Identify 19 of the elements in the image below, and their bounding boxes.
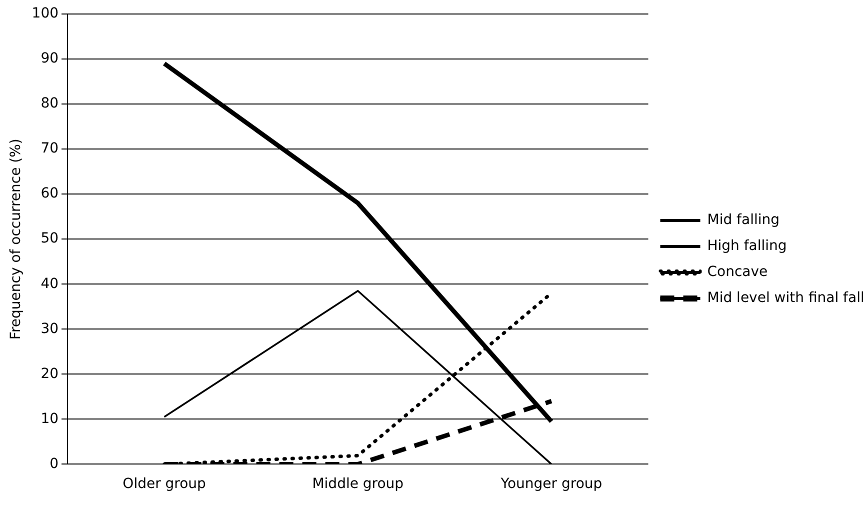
- y-tick-label: 40: [40, 276, 59, 292]
- y-axis-title: Frequency of occurrence (%): [8, 138, 24, 340]
- x-tick-label: Middle group: [312, 476, 404, 492]
- legend-label: High falling: [707, 238, 787, 254]
- y-tick-label: 50: [40, 230, 59, 247]
- y-tick-label: 0: [50, 456, 59, 472]
- y-tick-label: 70: [40, 140, 59, 157]
- y-tick-label: 100: [32, 6, 59, 22]
- y-tick-label: 80: [40, 96, 59, 112]
- x-tick-label: Older group: [122, 476, 206, 492]
- y-tick-label: 60: [40, 186, 59, 202]
- y-tick-label: 30: [40, 320, 59, 337]
- legend-label: Mid level with final fall: [707, 290, 864, 306]
- y-tick-label: 10: [40, 410, 59, 427]
- x-tick-label: Younger group: [500, 476, 602, 492]
- legend-label: Concave: [707, 264, 768, 280]
- y-tick-label: 20: [40, 366, 59, 382]
- y-tick-label: 90: [40, 50, 59, 67]
- legend-label: Mid falling: [707, 212, 780, 228]
